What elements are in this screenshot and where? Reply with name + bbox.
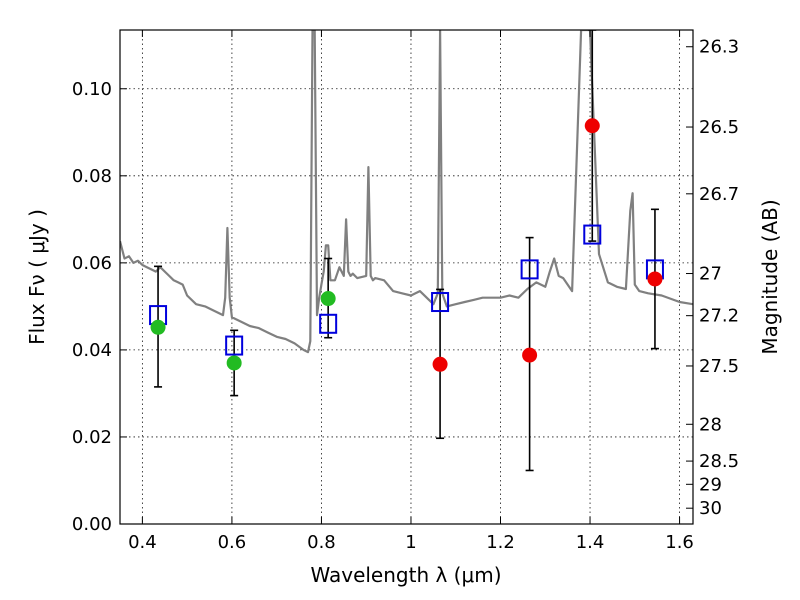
- right-axis-label: Magnitude (AB): [758, 199, 782, 354]
- model-photometry-square: [583, 224, 602, 245]
- y-tick-label: 0.06: [72, 253, 112, 274]
- y-tick-label: 0.10: [72, 79, 112, 100]
- y-tick-label: 0.08: [72, 166, 112, 187]
- right-tick-label: 30: [699, 498, 722, 519]
- right-tick-label: 26.7: [699, 184, 739, 205]
- spectrum-line: [120, 30, 693, 354]
- model-photometry-square: [520, 259, 539, 280]
- x-tick-label: 1: [405, 532, 416, 553]
- observed-point: [432, 356, 448, 372]
- x-tick-label: 1.6: [665, 532, 694, 553]
- observed-point: [320, 291, 336, 307]
- x-tick-label: 1.4: [576, 532, 605, 553]
- right-tick-label: 26.5: [699, 117, 739, 138]
- right-tick-label: 27.2: [699, 306, 739, 327]
- observed-point: [150, 319, 166, 335]
- model-photometry-square: [225, 335, 244, 356]
- right-tick-label: 28.5: [699, 451, 739, 472]
- right-tick-label: 29: [699, 474, 722, 495]
- right-tick-label: 27.5: [699, 356, 739, 377]
- model-photometry-square: [431, 292, 450, 313]
- y-tick-label: 0.04: [72, 340, 112, 361]
- x-axis-label: Wavelength λ (μm): [310, 563, 501, 587]
- x-tick-label: 0.8: [307, 532, 336, 553]
- x-tick-label: 1.2: [486, 532, 515, 553]
- model-photometry-square: [319, 313, 338, 334]
- axis-ticks: 0.4 0.6 0.8 1 1.2 1.4 1.6 0.00 0.02 0.04 0.06 0.08 0…: [72, 30, 739, 553]
- observed-point: [584, 118, 600, 134]
- plot-frame: [119, 29, 694, 525]
- x-tick-label: 0.6: [218, 532, 247, 553]
- y-tick-label: 0.00: [72, 514, 112, 535]
- right-tick-label: 26.3: [699, 37, 739, 58]
- observed-point: [522, 347, 538, 363]
- right-tick-label: 27: [699, 264, 722, 285]
- x-tick-label: 0.4: [128, 532, 157, 553]
- plot-area: [120, 30, 693, 472]
- observed-point: [647, 271, 663, 287]
- y-axis-label: Flux Fν ( μJy ): [25, 209, 49, 345]
- y-tick-label: 0.02: [72, 427, 112, 448]
- observed-point: [226, 355, 242, 371]
- right-tick-label: 28: [699, 414, 722, 435]
